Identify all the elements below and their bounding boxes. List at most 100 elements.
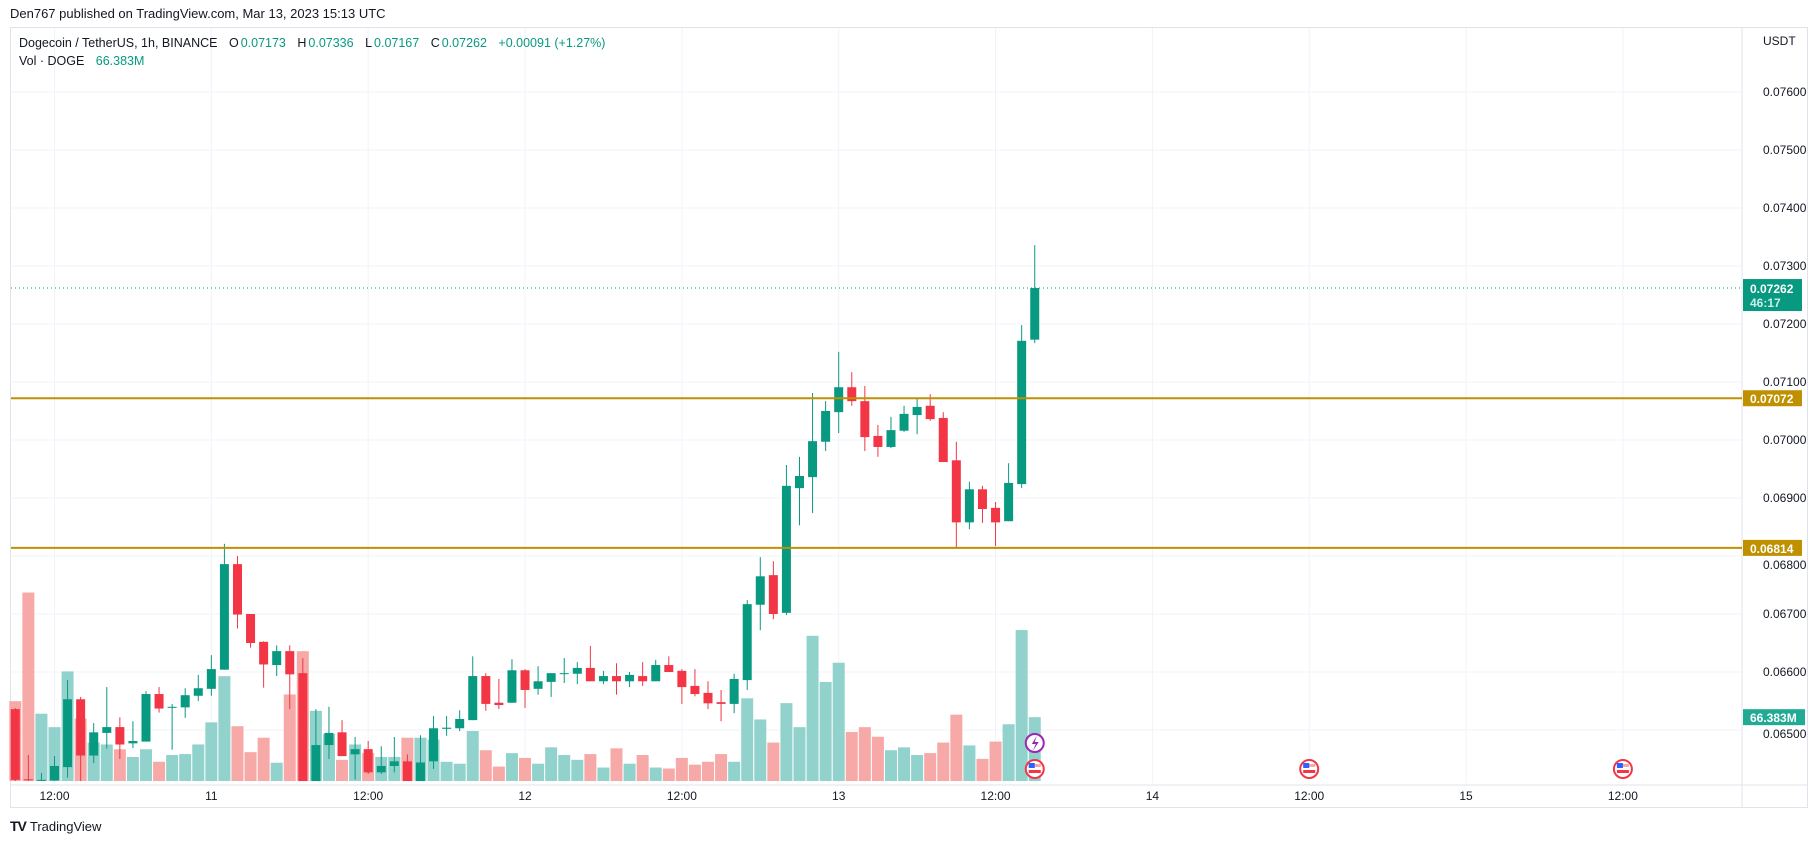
- volume-bar: [832, 662, 845, 781]
- volume-bar: [139, 749, 152, 781]
- candle-body: [768, 575, 778, 614]
- volume-bar: [100, 744, 113, 781]
- volume-bar: [584, 754, 597, 781]
- candle-body: [206, 669, 216, 689]
- volume-bar: [819, 681, 832, 781]
- candle-body: [76, 699, 86, 756]
- close-value: 0.07262: [441, 36, 487, 50]
- candle-body: [298, 673, 308, 782]
- low-label: L: [365, 36, 373, 50]
- candle-body: [429, 728, 439, 762]
- us-flag-stripe: [1303, 770, 1316, 773]
- price-tick-label: 0.06500: [1763, 727, 1807, 741]
- volume-bar: [166, 755, 179, 781]
- candle-body: [272, 651, 282, 666]
- time-tick-label: 12: [518, 789, 532, 803]
- volume-bar: [924, 753, 937, 781]
- candle-body: [311, 745, 321, 782]
- candle-body: [285, 651, 295, 675]
- candle-body: [1030, 288, 1040, 340]
- volume-bar: [558, 755, 571, 781]
- candle-body: [259, 641, 269, 665]
- price-tick-label: 0.07100: [1763, 375, 1807, 389]
- tradingview-logo[interactable]: TV: [10, 818, 27, 834]
- candle-body: [585, 667, 595, 682]
- candle-body: [350, 749, 360, 755]
- price-tick-label: 0.06800: [1763, 558, 1807, 572]
- candle-body: [938, 417, 948, 463]
- volume-bar: [113, 749, 126, 781]
- high-label: H: [297, 36, 307, 50]
- candle-body: [154, 694, 164, 709]
- bar-countdown-label: 46:17: [1750, 296, 1781, 310]
- candle-body: [402, 761, 412, 782]
- volume-bar: [453, 763, 466, 781]
- candle-body: [638, 676, 648, 682]
- volume-bar: [728, 761, 741, 781]
- candle-body: [494, 702, 504, 706]
- candle-body: [899, 413, 909, 431]
- candle-body: [808, 441, 818, 478]
- time-tick-label: 13: [832, 789, 846, 803]
- price-tick-label: 0.06600: [1763, 665, 1807, 679]
- volume-bar: [767, 742, 780, 781]
- price-tick-label: 0.07600: [1763, 85, 1807, 99]
- candle-body: [1017, 340, 1027, 485]
- candle-body: [102, 727, 112, 733]
- change-value: +0.00091 (+1.27%): [498, 36, 606, 50]
- candle-body: [533, 681, 543, 689]
- candle-body: [847, 387, 857, 402]
- volume-bar: [702, 761, 714, 781]
- volume-row: Vol · DOGE 66.383M: [19, 52, 605, 70]
- volume-bar: [244, 752, 257, 781]
- footer: TV TradingView: [10, 818, 101, 834]
- candle-body: [468, 676, 478, 721]
- candle-body: [860, 401, 870, 438]
- volume-bar: [22, 592, 35, 781]
- published-caption: Den767 published on TradingView.com, Mar…: [10, 6, 386, 21]
- price-tick-label: 0.07400: [1763, 201, 1807, 215]
- volume-value: 66.383M: [95, 54, 145, 68]
- low-value: 0.07167: [374, 36, 420, 50]
- candle-body: [363, 749, 373, 773]
- us-flag-stripe: [1616, 770, 1629, 773]
- volume-bar: [950, 714, 963, 781]
- price-tick-label: 0.06700: [1763, 607, 1807, 621]
- candle-body: [128, 741, 138, 744]
- last-price-badge: [1743, 279, 1802, 312]
- volume-bar: [976, 758, 989, 781]
- symbol-title[interactable]: Dogecoin / TetherUS, 1h, BINANCE: [19, 36, 218, 50]
- time-tick-label: 11: [205, 789, 218, 803]
- volume-bar: [675, 757, 688, 781]
- volume-badge-label: 66.383M: [1750, 711, 1797, 725]
- candle-body: [481, 676, 491, 704]
- candle-body: [729, 678, 739, 704]
- candle-body: [873, 435, 883, 447]
- last-price-label: 0.07262: [1750, 282, 1794, 296]
- candle-body: [912, 406, 922, 416]
- volume-bar: [479, 750, 492, 781]
- candle-body: [964, 489, 974, 523]
- volume-label[interactable]: Vol · DOGE: [19, 54, 85, 68]
- volume-bar: [336, 759, 349, 781]
- candle-body: [664, 665, 674, 672]
- candle-body: [415, 762, 425, 782]
- candle-body: [89, 732, 99, 756]
- level-price-label: 0.07072: [1750, 392, 1794, 406]
- volume-bar: [571, 759, 584, 781]
- volume-bar: [231, 726, 244, 781]
- level-price-badge: [1743, 539, 1802, 556]
- price-tick-label: 0.06900: [1763, 491, 1807, 505]
- volume-bar: [623, 763, 636, 781]
- volume-bar: [126, 756, 139, 781]
- us-flag-stripe: [1028, 770, 1041, 773]
- candle-body: [1004, 482, 1014, 522]
- candle-body: [324, 732, 334, 746]
- volume-bar: [466, 731, 479, 781]
- ohlc-row: Dogecoin / TetherUS, 1h, BINANCE O 0.0717…: [19, 34, 605, 52]
- chart-legend: Dogecoin / TetherUS, 1h, BINANCE O 0.0717…: [19, 34, 605, 70]
- candle-body: [520, 670, 530, 690]
- candle-body: [651, 665, 661, 682]
- candle-body: [834, 387, 844, 413]
